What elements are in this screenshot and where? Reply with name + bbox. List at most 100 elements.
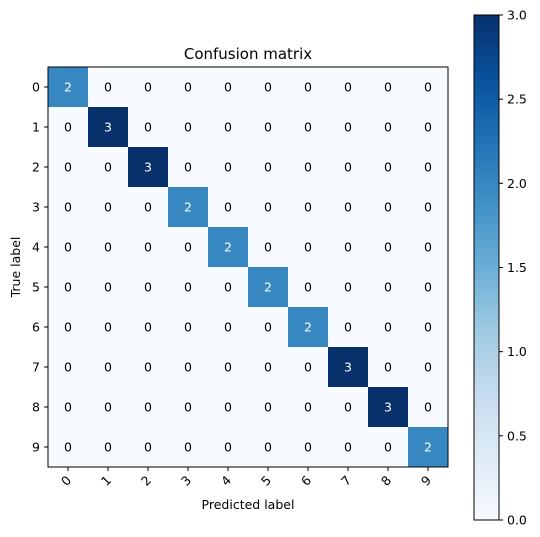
heatmap-cell	[168, 227, 208, 267]
cell-value-label: 0	[264, 160, 272, 175]
heatmap-cell	[168, 387, 208, 427]
cell-value-label: 0	[64, 120, 72, 135]
heatmap-cell	[368, 227, 408, 267]
heatmap-cell	[248, 227, 288, 267]
cell-value-label: 0	[384, 120, 392, 135]
cell-value-label: 0	[104, 360, 112, 375]
x-tick-label: 5	[258, 473, 274, 489]
heatmap-cell	[368, 427, 408, 467]
heatmap-cell	[88, 187, 128, 227]
cell-value-label: 0	[64, 240, 72, 255]
cell-value-label: 0	[424, 160, 432, 175]
heatmap-cell	[208, 387, 248, 427]
heatmap-cell	[88, 227, 128, 267]
heatmap-cell	[248, 427, 288, 467]
heatmap-cell	[288, 347, 328, 387]
cell-value-label: 0	[264, 440, 272, 455]
cell-value-label: 0	[424, 240, 432, 255]
heatmap-cell	[88, 67, 128, 107]
y-tick-label: 7	[32, 360, 40, 375]
cell-value-label: 0	[104, 160, 112, 175]
heatmap-cell	[48, 387, 88, 427]
y-tick-label: 6	[32, 320, 40, 335]
cell-value-label: 0	[424, 360, 432, 375]
cell-value-label: 0	[224, 360, 232, 375]
heatmap-cell	[368, 67, 408, 107]
heatmap-cell	[408, 187, 448, 227]
x-tick-label: 1	[98, 473, 114, 489]
cell-value-label: 0	[104, 280, 112, 295]
heatmap-cell	[408, 227, 448, 267]
y-tick-label: 0	[32, 80, 40, 95]
heatmap-cell	[328, 107, 368, 147]
heatmap-cell	[128, 427, 168, 467]
heatmap-cell	[168, 187, 208, 227]
heatmap-cell	[48, 307, 88, 347]
x-axis-ticks: 0 1 2 3 4 5 6 7 8 9	[58, 467, 434, 489]
heatmap-cell	[128, 147, 168, 187]
cell-value-label: 0	[224, 440, 232, 455]
heatmap-cell	[48, 187, 88, 227]
colorbar-tick-label: 2.5	[507, 92, 527, 107]
heatmap-cell	[328, 67, 368, 107]
cell-value-label: 0	[184, 320, 192, 335]
cell-value-label: 0	[384, 320, 392, 335]
cell-value-label: 0	[384, 360, 392, 375]
heatmap-cell	[408, 107, 448, 147]
cell-value-label: 0	[104, 320, 112, 335]
heatmap-cell	[288, 107, 328, 147]
cell-value-label: 0	[264, 360, 272, 375]
heatmap-cell	[248, 307, 288, 347]
colorbar	[473, 14, 500, 521]
cell-value-label: 0	[344, 440, 352, 455]
cell-value-label: 0	[264, 120, 272, 135]
cell-value-label: 0	[184, 120, 192, 135]
heatmap-cell	[328, 187, 368, 227]
heatmap-cell	[48, 267, 88, 307]
cell-value-label: 0	[304, 80, 312, 95]
heatmap-cell	[88, 147, 128, 187]
cell-value-label: 0	[344, 320, 352, 335]
cell-value-label: 0	[424, 280, 432, 295]
heatmap-cell	[328, 387, 368, 427]
cell-value-label: 0	[224, 160, 232, 175]
heatmap-cell	[368, 107, 408, 147]
x-tick-label: 2	[138, 473, 154, 489]
cell-value-label: 0	[384, 80, 392, 95]
cell-value-label: 0	[424, 200, 432, 215]
cell-value-label: 0	[184, 160, 192, 175]
colorbar-tick-label: 1.0	[507, 344, 527, 359]
heatmap-cell	[208, 267, 248, 307]
y-axis-label: True label	[8, 237, 23, 299]
heatmap-cell	[328, 147, 368, 187]
heatmap-cell	[208, 347, 248, 387]
heatmap-cell	[408, 67, 448, 107]
plot-frame	[47, 66, 449, 468]
cell-value-label: 0	[384, 240, 392, 255]
cell-value-label: 0	[184, 280, 192, 295]
cell-value-label: 2	[224, 240, 232, 255]
y-tick-label: 3	[32, 200, 40, 215]
cell-value-label: 0	[304, 200, 312, 215]
heatmap-cell	[288, 267, 328, 307]
cell-value-label: 2	[184, 200, 192, 215]
heatmap-cell	[368, 347, 408, 387]
cell-value-label: 0	[104, 400, 112, 415]
cell-value-label: 0	[304, 400, 312, 415]
cell-value-label: 3	[384, 400, 392, 415]
cell-value-label: 2	[64, 80, 72, 95]
cell-value-label: 0	[304, 120, 312, 135]
cell-value-label: 0	[304, 360, 312, 375]
cell-value-label: 0	[384, 200, 392, 215]
x-axis-label: Predicted label	[202, 497, 295, 512]
cell-value-label: 0	[224, 400, 232, 415]
cell-value-label: 0	[304, 240, 312, 255]
cell-value-label: 0	[144, 200, 152, 215]
heatmap-cell	[128, 347, 168, 387]
colorbar-tick-label: 0.0	[507, 513, 527, 528]
heatmap-cell	[128, 227, 168, 267]
x-tick-label: 0	[58, 472, 74, 488]
heatmap-cell	[288, 427, 328, 467]
cell-value-label: 0	[264, 240, 272, 255]
cell-value-label: 0	[224, 120, 232, 135]
